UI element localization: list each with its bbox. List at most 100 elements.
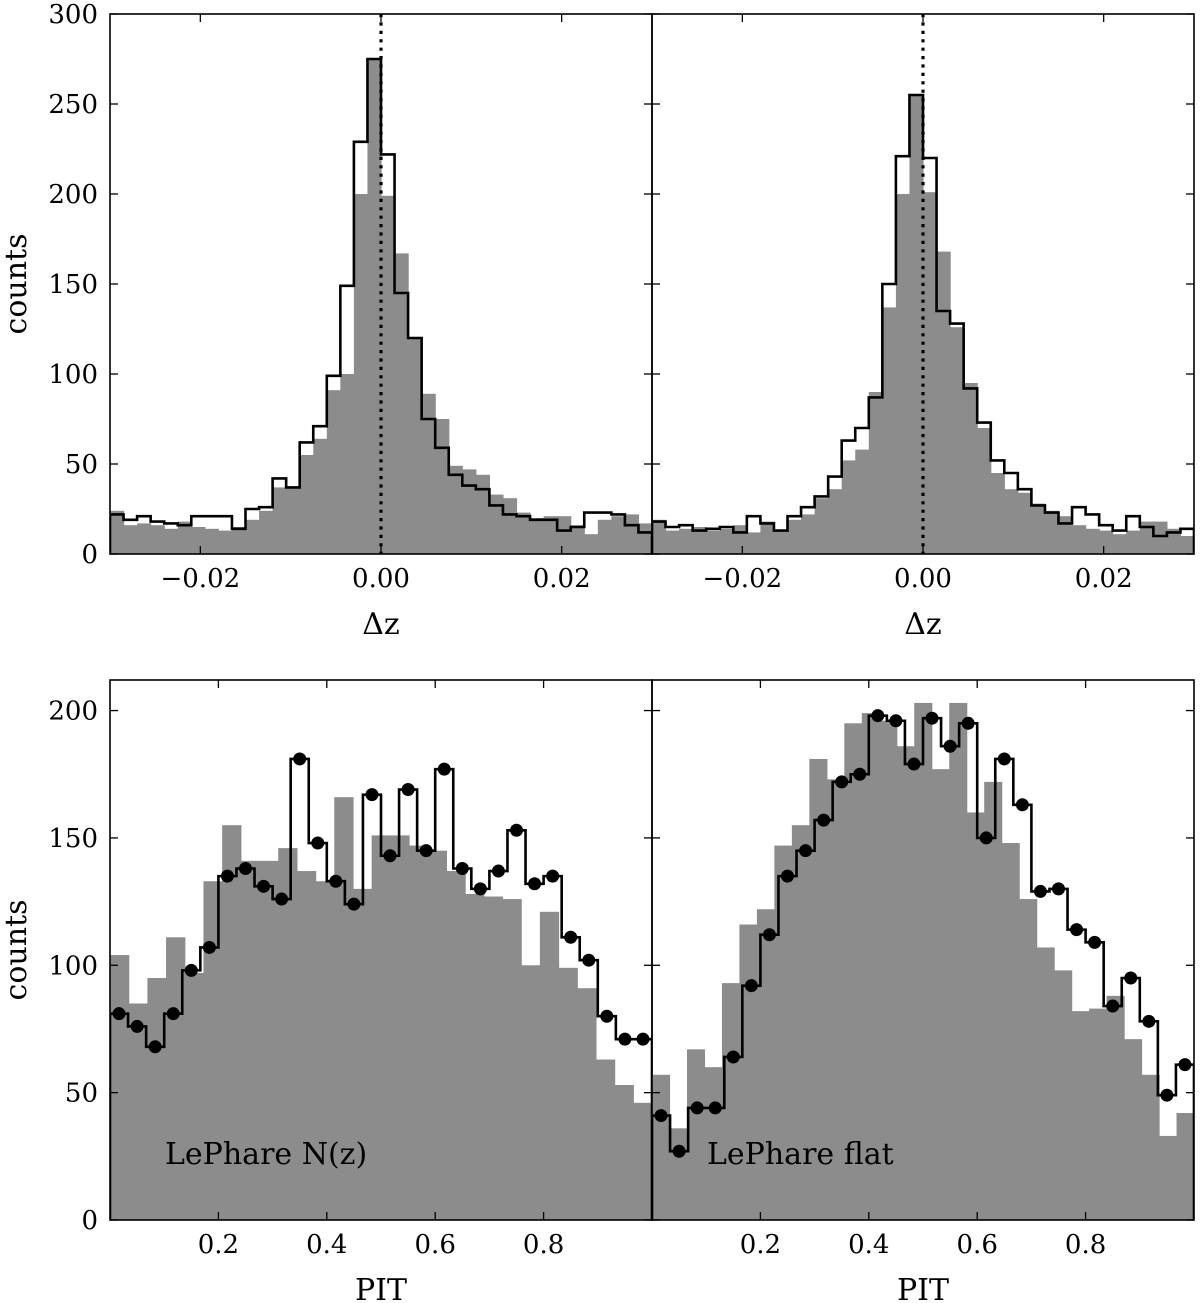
- histogram-bar-filled: [791, 825, 810, 1220]
- histogram-bar-filled: [245, 519, 260, 554]
- histogram-bar-filled: [240, 860, 261, 1220]
- data-point-marker: [708, 1101, 722, 1115]
- data-point-marker: [419, 844, 433, 858]
- data-point-marker: [997, 752, 1011, 766]
- histogram-bar-filled: [203, 881, 223, 1220]
- data-point-marker: [383, 849, 397, 863]
- histogram-bar-filled: [110, 510, 125, 554]
- histogram-bar-filled: [760, 521, 775, 554]
- panel-bottom-right: 0.2 0.4 0.6 0.8 PIT LePhare flat: [651, 679, 1195, 1303]
- histogram-bar-filled: [516, 512, 531, 554]
- plot-area: [652, 702, 1194, 1220]
- panel-top-right: −0.02 0.00 0.02 Δz: [651, 13, 1195, 642]
- histogram-bar-filled: [462, 469, 477, 554]
- data-point-marker: [618, 1032, 632, 1046]
- data-point-marker: [148, 1040, 162, 1054]
- y-tick-label: 300: [48, 0, 98, 30]
- histogram-bar-filled: [1141, 1074, 1160, 1220]
- histogram-bar-filled: [1031, 503, 1046, 554]
- data-point-marker: [907, 757, 921, 771]
- histogram-bar-filled: [177, 521, 192, 554]
- data-point-marker: [835, 775, 849, 789]
- data-point-marker: [1033, 884, 1047, 898]
- data-point-marker: [220, 869, 234, 883]
- histogram-bar-filled: [421, 393, 436, 554]
- panel-top-left: −0.02 0.00 0.02 0 50 100 150 200 250 300 Δz counts: [0, 0, 653, 642]
- data-point-marker: [690, 1101, 704, 1115]
- histogram-bar-filled: [367, 59, 382, 554]
- histogram-bar-filled: [882, 307, 897, 554]
- histogram-bar-filled: [595, 1059, 616, 1220]
- data-point-marker: [781, 869, 794, 883]
- histogram-bar-filled: [137, 523, 152, 554]
- histogram-bar-filled: [895, 194, 911, 554]
- histogram-bar-filled: [259, 510, 274, 554]
- data-point-marker: [672, 1144, 686, 1158]
- histogram-bar-filled: [340, 374, 355, 554]
- x-tick-label: 0.02: [1075, 564, 1133, 594]
- histogram-bar-filled: [614, 1085, 634, 1220]
- data-point-marker: [401, 783, 415, 797]
- histogram-bar-filled: [313, 438, 328, 554]
- histogram-bar-filled: [1058, 516, 1073, 554]
- histogram-bar-filled: [977, 428, 992, 554]
- data-point-marker: [257, 879, 271, 893]
- data-point-marker: [817, 813, 831, 827]
- x-tick-label: 0.2: [740, 1230, 781, 1260]
- histogram-bar-filled: [733, 525, 748, 554]
- histogram-bar-filled: [692, 527, 707, 554]
- plot-area: [110, 14, 652, 554]
- histogram-bar-filled: [1071, 1011, 1090, 1220]
- histogram-bar-filled: [381, 195, 396, 554]
- histogram-bar-filled: [844, 723, 863, 1220]
- histogram-bar-filled: [706, 530, 721, 554]
- y-tick-label: 200: [48, 180, 98, 210]
- histogram-bar-filled: [315, 881, 335, 1220]
- histogram-bar-filled: [147, 978, 167, 1220]
- data-point-marker: [329, 874, 343, 888]
- histogram-bar-filled: [746, 532, 761, 554]
- histogram-bar-filled: [222, 825, 242, 1220]
- histogram-bar-filled: [841, 460, 856, 554]
- data-point-marker: [762, 928, 776, 942]
- y-tick-label: 150: [48, 824, 98, 854]
- data-point-marker: [130, 1019, 144, 1033]
- histogram-bar-filled: [150, 525, 165, 554]
- data-point-marker: [311, 836, 325, 850]
- histogram-bar-filled: [774, 845, 793, 1220]
- data-point-marker: [1088, 935, 1102, 949]
- histogram-bar-filled: [828, 489, 843, 554]
- histogram-bar-filled: [521, 965, 541, 1220]
- histogram-bar-filled: [543, 516, 558, 554]
- data-point-marker: [979, 831, 993, 845]
- y-tick-label: 200: [48, 697, 98, 727]
- histogram-bar-filled: [879, 720, 898, 1220]
- data-point-marker: [1106, 999, 1120, 1013]
- histogram-bar-filled: [483, 896, 504, 1220]
- data-point-marker: [1178, 1058, 1192, 1072]
- histogram-bar-filled: [296, 871, 317, 1220]
- data-point-marker: [239, 861, 252, 875]
- histogram-bar-filled: [408, 338, 423, 554]
- histogram-bar-filled: [868, 392, 883, 554]
- histogram-bar-filled: [128, 1003, 148, 1220]
- histogram-bar-filled: [1180, 536, 1194, 554]
- histogram-bar-filled: [557, 516, 572, 554]
- histogram-step-outline: [110, 757, 652, 1220]
- data-point-marker: [726, 1050, 740, 1064]
- histogram-bar-filled: [465, 893, 485, 1220]
- histogram-bar-filled: [984, 781, 1003, 1220]
- histogram-bar-filled: [390, 835, 410, 1220]
- x-axis-label: Δz: [904, 607, 941, 642]
- histogram-bar-filled: [577, 988, 597, 1220]
- histogram-bar-filled: [1166, 528, 1182, 554]
- histogram-bar-filled: [914, 702, 933, 1220]
- histogram-bar-filled: [427, 850, 448, 1220]
- histogram-bar-filled: [191, 527, 206, 554]
- plot-area: [652, 14, 1194, 554]
- histogram-bar-filled: [896, 746, 915, 1220]
- histogram-bar-filled: [966, 812, 985, 1220]
- histogram-bar-filled: [963, 383, 978, 554]
- histogram-bar-filled: [719, 528, 734, 554]
- histogram-bar-filled: [1017, 492, 1032, 554]
